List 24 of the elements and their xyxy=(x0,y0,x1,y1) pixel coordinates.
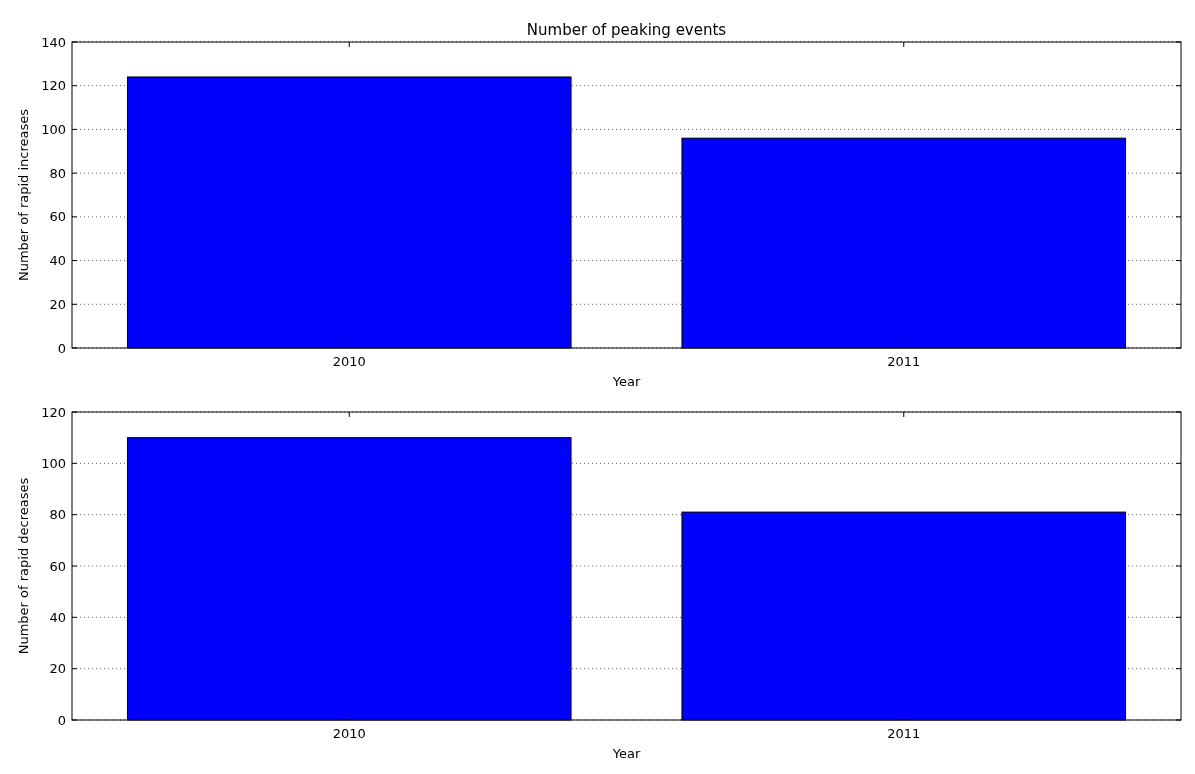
y-tick-label: 60 xyxy=(49,558,66,574)
x-tick-label: 2011 xyxy=(887,354,921,369)
x-tick-label: 2010 xyxy=(332,354,366,369)
y-tick-label: 40 xyxy=(49,609,66,625)
y-tick-label: 60 xyxy=(49,209,66,225)
y-axis-title: Number of rapid increases xyxy=(16,108,31,282)
y-tick-label: 120 xyxy=(41,78,66,94)
y-tick-label: 40 xyxy=(49,253,66,269)
y-axis-title: Number of rapid decreases xyxy=(16,477,31,655)
y-tick-label: 100 xyxy=(41,121,66,137)
x-tick-label: 2010 xyxy=(332,726,366,741)
y-tick-label: 120 xyxy=(41,404,66,420)
y-tick-label: 0 xyxy=(57,340,66,356)
x-axis-title: Year xyxy=(611,374,641,389)
y-tick-label: 100 xyxy=(41,455,66,471)
chart-title: Number of peaking events xyxy=(526,21,727,39)
y-tick-label: 80 xyxy=(49,507,66,523)
y-tick-label: 20 xyxy=(49,661,66,677)
y-tick-label: 0 xyxy=(57,712,66,728)
x-tick-label: 2011 xyxy=(887,726,921,741)
y-tick-label: 20 xyxy=(49,296,66,312)
x-axis-title: Year xyxy=(611,746,641,761)
y-tick-label: 80 xyxy=(49,165,66,181)
y-tick-label: 140 xyxy=(41,34,66,50)
